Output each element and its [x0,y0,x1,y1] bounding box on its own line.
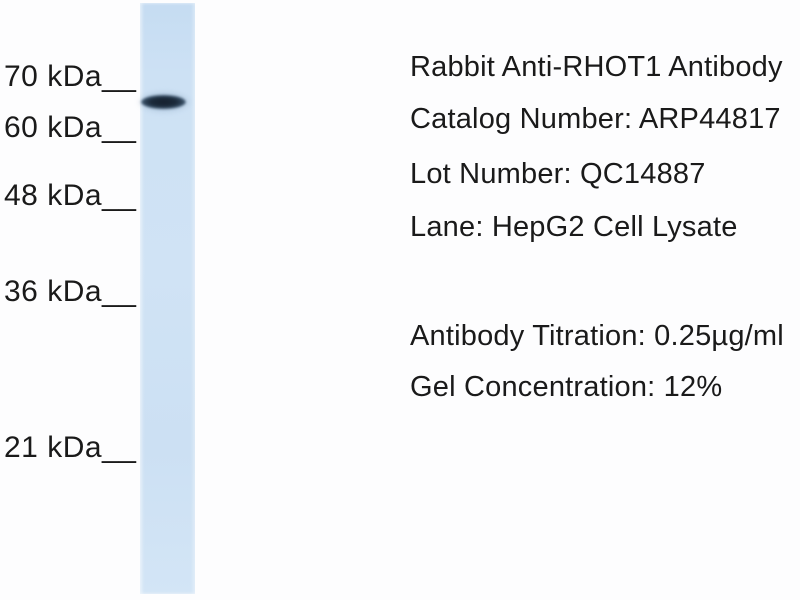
gel-lane [138,3,195,594]
lot-number: Lot Number: QC14887 [410,158,706,190]
antibody-titration: Antibody Titration: 0.25µg/ml [410,320,784,352]
mw-marker-70kda: 70 kDa__ [4,60,137,93]
catalog-number: Catalog Number: ARP44817 [410,103,781,135]
gel-concentration: Gel Concentration: 12% [410,371,723,403]
product-title: Rabbit Anti-RHOT1 Antibody [410,51,783,83]
mw-marker-36kda: 36 kDa__ [4,275,137,308]
mw-marker-48kda: 48 kDa__ [4,179,137,212]
protein-band [141,95,186,109]
mw-marker-21kda: 21 kDa__ [4,431,137,464]
mw-marker-60kda: 60 kDa__ [4,111,137,144]
lane-description: Lane: HepG2 Cell Lysate [410,211,738,243]
